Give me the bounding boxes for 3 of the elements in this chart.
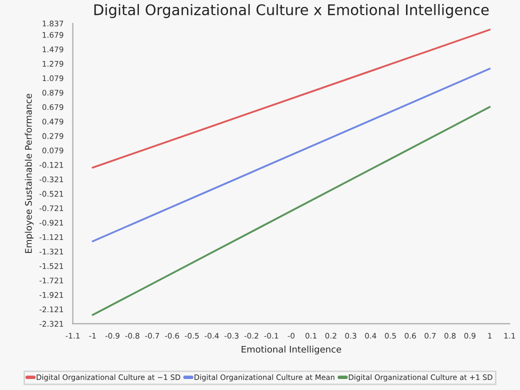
x-axis-title: Emotional Intelligence [242, 346, 342, 354]
chart-title: Digital Organizational Culture x Emotional Intelligence [94, 4, 489, 18]
y-axis-title: Employee Sustainable Performance [24, 94, 34, 253]
